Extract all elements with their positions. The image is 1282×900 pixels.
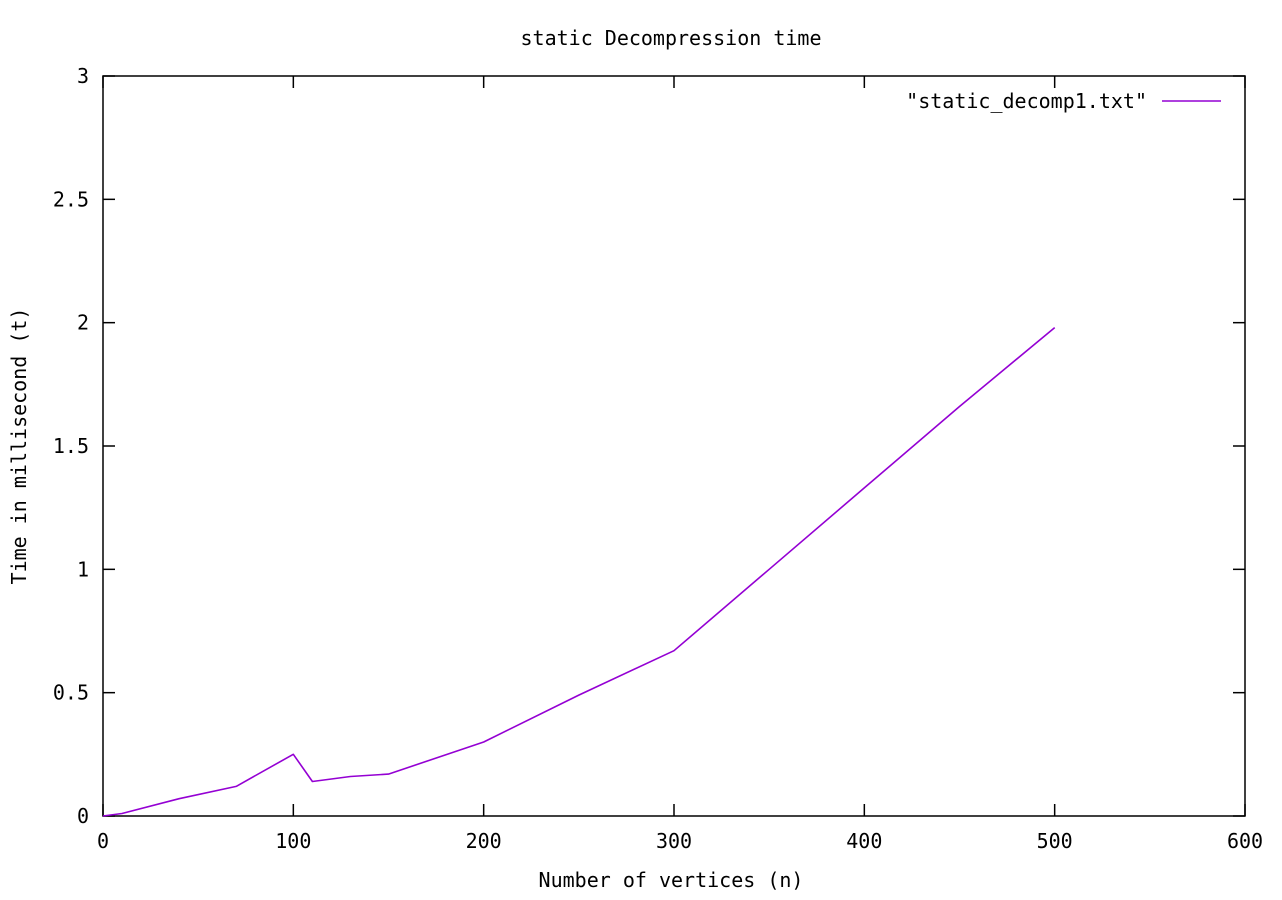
x-axis-label: Number of vertices (n) — [539, 868, 804, 892]
x-tick-label: 600 — [1227, 829, 1263, 853]
x-tick-label: 500 — [1037, 829, 1073, 853]
y-tick-label: 1 — [77, 557, 89, 581]
series-layer — [102, 326, 1056, 817]
plot-area — [102, 75, 1246, 817]
x-tick-label: 400 — [846, 829, 882, 853]
series-line — [102, 326, 1056, 817]
x-tick-label: 0 — [97, 829, 109, 853]
x-tick-label: 300 — [656, 829, 692, 853]
chart-title: static Decompression time — [520, 26, 821, 50]
y-tick-label: 2 — [77, 311, 89, 335]
y-tick-label: 2.5 — [53, 187, 89, 211]
legend: "static_decomp1.txt" — [906, 89, 1221, 113]
y-tick-label: 1.5 — [53, 434, 89, 458]
tick-labels-layer: 0 100 200 300 400 500 600 0 0.5 1 1.5 2 2.5 3 — [53, 64, 1263, 853]
x-tick-label: 200 — [466, 829, 502, 853]
ticks-layer — [102, 75, 1246, 817]
x-tick-label: 100 — [275, 829, 311, 853]
y-tick-label: 0.5 — [53, 681, 89, 705]
y-tick-label: 3 — [77, 64, 89, 88]
legend-entry-label: "static_decomp1.txt" — [906, 89, 1147, 113]
y-axis-label: Time in millisecond (t) — [7, 308, 31, 585]
y-tick-label: 0 — [77, 804, 89, 828]
